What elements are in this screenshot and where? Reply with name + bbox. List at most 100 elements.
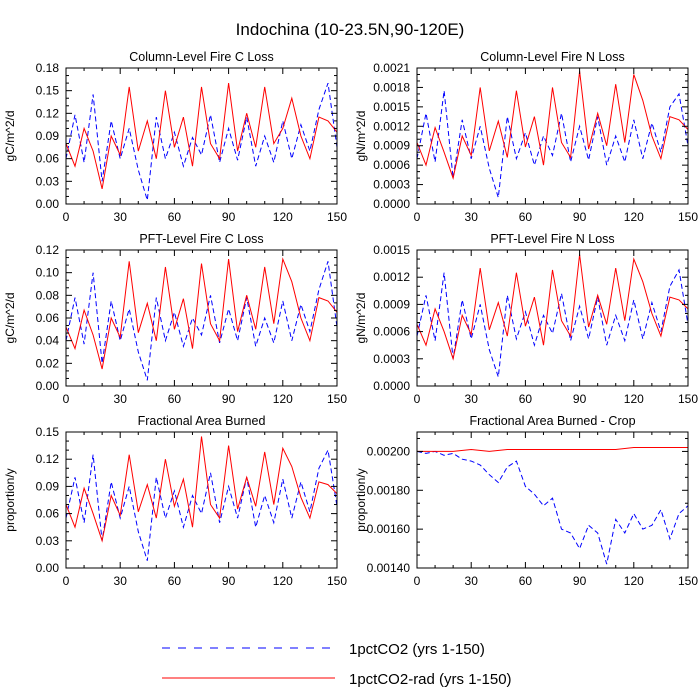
y-tick-label: 0.0003	[373, 352, 410, 366]
y-tick-label: 0.04	[36, 334, 60, 348]
y-tick-label: 0.06	[36, 507, 60, 521]
y-tick-label: 0.0003	[373, 178, 410, 192]
x-tick-label: 60	[168, 392, 182, 406]
series-line-1pctco2	[416, 268, 689, 378]
x-tick-label: 60	[168, 210, 182, 224]
y-tick-label: 0.00180	[367, 483, 411, 497]
y-tick-label: 0.15	[36, 425, 60, 439]
y-tick-label: 0.10	[36, 266, 60, 280]
y-tick-label: 0.0000	[373, 379, 410, 393]
x-tick-label: 90	[573, 210, 587, 224]
y-tick-label: 0.00200	[367, 444, 411, 458]
series-line-1pctco2-rad	[416, 254, 689, 361]
x-tick-label: 0	[414, 392, 421, 406]
panel-3: PFT-Level Fire C Loss gC/m^2/d 0 30 60 90 120 1…	[3, 232, 347, 406]
y-tick-label: 0.0012	[373, 270, 410, 284]
y-tick-label: 0.00140	[367, 561, 411, 575]
figure-title: Indochina (10-23.5N,90-120E)	[236, 20, 465, 39]
x-tick-label: 0	[414, 210, 421, 224]
series-line-1pctco2	[416, 90, 689, 198]
series-line-1pctco2-rad	[65, 83, 338, 190]
series-line-1pctco2-rad	[416, 71, 689, 180]
x-tick-label: 30	[465, 392, 479, 406]
y-axis-label: gC/m^2/d	[3, 293, 17, 344]
x-tick-label: 60	[519, 574, 533, 588]
x-tick-label: 30	[465, 574, 479, 588]
x-tick-label: 60	[519, 210, 533, 224]
x-tick-label: 30	[114, 574, 128, 588]
y-tick-label: 0.00	[36, 561, 60, 575]
y-axis-label: proportion/y	[354, 468, 368, 531]
panel-title: Fractional Area Burned	[138, 414, 266, 428]
y-tick-label: 0.06	[36, 311, 60, 325]
legend-label-1pctco2: 1pctCO2 (yrs 1-150)	[349, 641, 485, 658]
plot-frame	[416, 67, 689, 205]
panel-5: Fractional Area Burned proportion/y 0 30 60 9…	[3, 414, 347, 588]
x-tick-label: 30	[114, 210, 128, 224]
x-tick-label: 150	[678, 392, 698, 406]
legend-label-1pctco2-rad: 1pctCO2-rad (yrs 1-150)	[349, 671, 512, 688]
y-axis-label: gC/m^2/d	[3, 111, 17, 162]
panel-6: Fractional Area Burned - Crop proportion/…	[354, 414, 698, 588]
x-tick-label: 30	[465, 210, 479, 224]
panel-4: PFT-Level Fire N Loss gN/m^2/d 0 30 60 90 120 1…	[354, 232, 698, 406]
plot-frame	[416, 431, 689, 569]
y-tick-label: 0.03	[36, 534, 60, 548]
panel-title: Fractional Area Burned - Crop	[469, 414, 635, 428]
panel-title: Column-Level Fire C Loss	[129, 50, 274, 64]
series-line-1pctco2-rad	[65, 436, 338, 543]
y-axis-label: gN/m^2/d	[354, 111, 368, 162]
y-tick-label: 0.00	[36, 379, 60, 393]
legend: 1pctCO2-rad (yrs 1-150) 1pctCO2 (yrs 1-1…	[162, 641, 512, 688]
y-tick-label: 0.0009	[373, 297, 410, 311]
x-tick-label: 120	[624, 392, 644, 406]
series-line-1pctco2-rad	[65, 257, 338, 370]
y-tick-label: 0.0006	[373, 325, 410, 339]
series-line-1pctco2-rad	[417, 447, 688, 452]
x-tick-label: 60	[168, 574, 182, 588]
panels-group: Column-Level Fire C Loss gC/m^2/d 0 30 60 90 1…	[3, 50, 698, 588]
y-tick-label: 0.09	[36, 479, 60, 493]
y-tick-label: 0.00	[36, 197, 60, 211]
x-tick-label: 90	[222, 392, 236, 406]
y-tick-label: 0.0009	[373, 139, 410, 153]
x-tick-label: 120	[273, 392, 293, 406]
y-tick-label: 0.0021	[373, 61, 410, 75]
y-tick-label: 0.0018	[373, 80, 410, 94]
y-tick-label: 0.0000	[373, 197, 410, 211]
x-tick-label: 150	[327, 210, 347, 224]
y-axis-label: proportion/y	[3, 468, 17, 531]
y-tick-label: 0.08	[36, 288, 60, 302]
x-tick-label: 120	[273, 574, 293, 588]
y-tick-label: 0.0015	[373, 100, 410, 114]
y-tick-label: 0.12	[36, 243, 60, 257]
panel-title: Column-Level Fire N Loss	[480, 50, 625, 64]
y-tick-label: 0.0015	[373, 243, 410, 257]
x-tick-label: 150	[678, 210, 698, 224]
x-tick-label: 60	[519, 392, 533, 406]
panel-2: Column-Level Fire N Loss gN/m^2/d 0 30 60 90 1…	[354, 50, 698, 224]
x-tick-label: 0	[414, 574, 421, 588]
y-tick-label: 0.0006	[373, 158, 410, 172]
y-tick-label: 0.0012	[373, 119, 410, 133]
x-tick-label: 120	[273, 210, 293, 224]
series-line-1pctco2	[416, 450, 689, 565]
series-line-1pctco2	[65, 82, 338, 201]
x-tick-label: 0	[63, 392, 70, 406]
y-tick-label: 0.03	[36, 174, 60, 188]
plot-frame	[65, 431, 338, 569]
x-tick-label: 150	[678, 574, 698, 588]
y-tick-label: 0.18	[36, 61, 60, 75]
y-tick-label: 0.02	[36, 356, 60, 370]
x-tick-label: 0	[63, 210, 70, 224]
x-tick-label: 90	[222, 574, 236, 588]
panel-title: PFT-Level Fire C Loss	[139, 232, 263, 246]
x-tick-label: 90	[222, 210, 236, 224]
y-tick-label: 0.00160	[367, 522, 411, 536]
x-tick-label: 150	[327, 574, 347, 588]
y-tick-label: 0.12	[36, 452, 60, 466]
y-tick-label: 0.09	[36, 129, 60, 143]
x-tick-label: 30	[114, 392, 128, 406]
x-tick-label: 150	[327, 392, 347, 406]
